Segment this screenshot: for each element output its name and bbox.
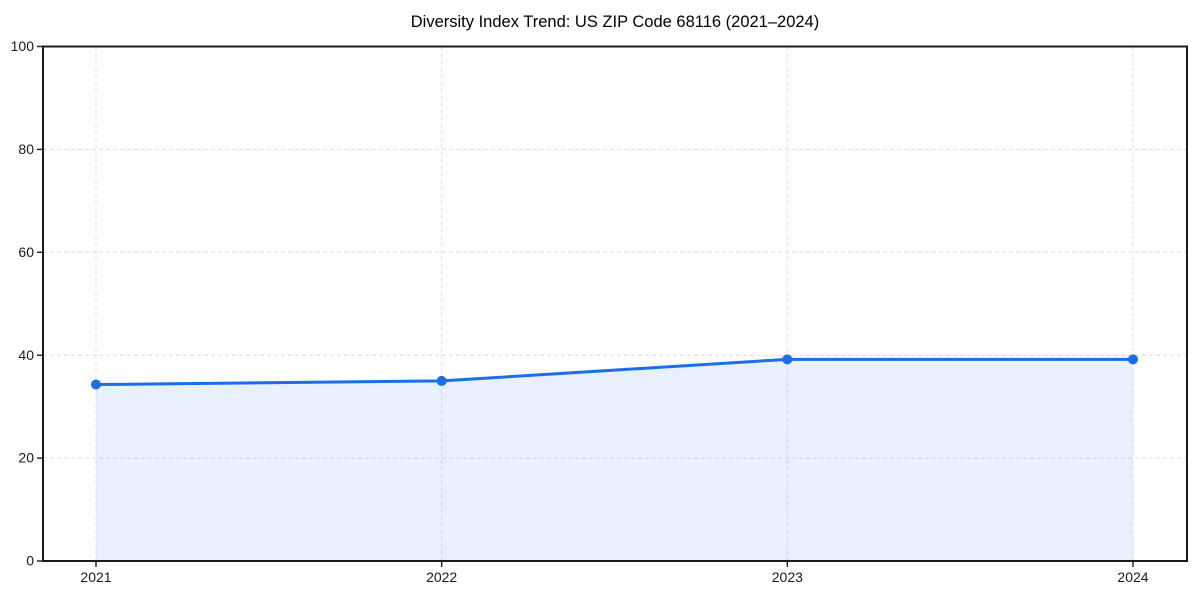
y-tick-label-80: 80: [18, 141, 34, 157]
y-tick-label-100: 100: [11, 38, 35, 54]
plot-border: [42, 45, 1188, 562]
data-point-marker-2022: [436, 375, 447, 386]
area-fill: [96, 359, 1133, 561]
y-tick-label-40: 40: [18, 347, 34, 363]
data-point-marker-2024: [1128, 354, 1138, 365]
y-tick-label-20: 20: [18, 450, 34, 466]
y-tick-label-0: 0: [26, 553, 34, 569]
x-tick-label-2021: 2021: [80, 569, 111, 585]
data-point-marker-2021: [91, 379, 101, 390]
data-point-marker-2023: [782, 354, 793, 365]
x-tick-label-2024: 2024: [1117, 569, 1148, 585]
x-tick-label-2023: 2023: [772, 569, 803, 585]
x-tick-label-2022: 2022: [426, 569, 457, 585]
chart-title: Diversity Index Trend: US ZIP Code 68116…: [410, 13, 820, 31]
y-tick-label-60: 60: [18, 244, 34, 260]
trend-line: [94, 357, 1135, 387]
